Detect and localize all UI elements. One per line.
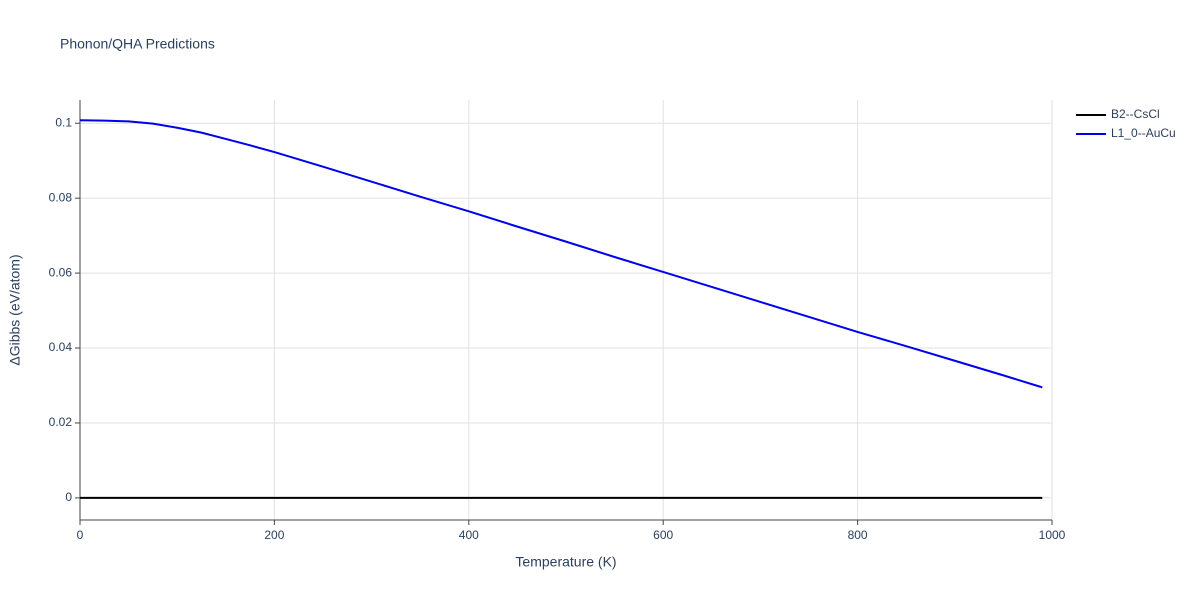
x-axis-label: Temperature (K): [515, 554, 616, 570]
y-tick-label: 0.08: [49, 190, 73, 204]
x-tick-label: 200: [264, 528, 284, 542]
chart-title: Phonon/QHA Predictions: [60, 36, 215, 52]
y-tick-label: 0.04: [49, 340, 73, 354]
y-tick-label: 0.06: [49, 265, 73, 279]
legend-label: L1_0--AuCu: [1111, 126, 1176, 140]
y-axis-label: ΔGibbs (eV/atom): [7, 254, 23, 365]
x-tick-label: 600: [653, 528, 673, 542]
y-tick-label: 0.1: [55, 115, 72, 129]
x-tick-label: 0: [77, 528, 84, 542]
y-tick-label: 0: [65, 490, 72, 504]
y-tick-label: 0.02: [49, 415, 73, 429]
x-tick-label: 400: [459, 528, 479, 542]
x-tick-label: 1000: [1039, 528, 1066, 542]
data-line: [79, 119, 1043, 389]
x-tick-label: 800: [848, 528, 868, 542]
legend-label: B2--CsCl: [1111, 107, 1160, 121]
